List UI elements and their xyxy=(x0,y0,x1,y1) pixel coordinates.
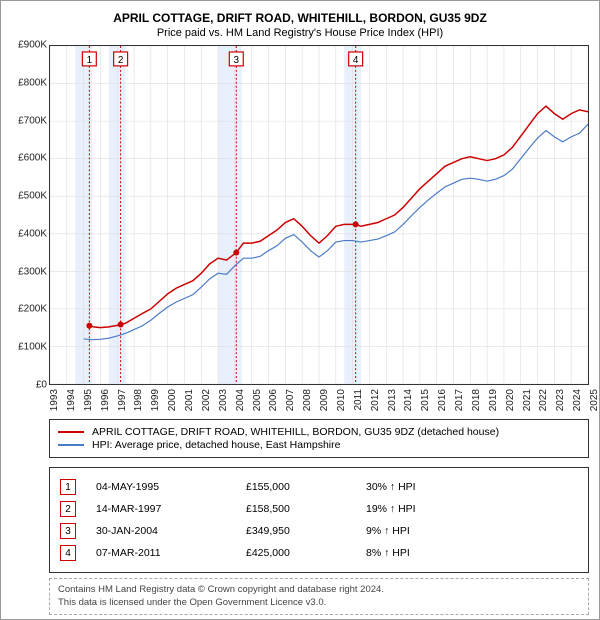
sale-marker-number: 4 xyxy=(60,545,76,561)
legend-label: APRIL COTTAGE, DRIFT ROAD, WHITEHILL, BO… xyxy=(92,426,499,438)
x-tick-label: 1993 xyxy=(49,389,60,411)
y-tick-label: £900K xyxy=(3,40,47,51)
title-group: APRIL COTTAGE, DRIFT ROAD, WHITEHILL, BO… xyxy=(1,1,599,43)
sale-hpi-diff: 19% ↑ HPI xyxy=(366,503,486,515)
y-tick-label: £100K xyxy=(3,342,47,353)
x-tick-label: 2012 xyxy=(370,389,381,411)
x-tick-label: 2004 xyxy=(235,389,246,411)
x-tick-label: 2013 xyxy=(387,389,398,411)
x-tick-label: 2002 xyxy=(201,389,212,411)
y-tick-label: £0 xyxy=(3,380,47,391)
x-tick-label: 2015 xyxy=(420,389,431,411)
x-tick-label: 2005 xyxy=(252,389,263,411)
x-tick-label: 2022 xyxy=(538,389,549,411)
x-tick-label: 2014 xyxy=(403,389,414,411)
svg-text:2: 2 xyxy=(118,55,124,66)
x-tick-label: 2003 xyxy=(218,389,229,411)
x-tick-label: 2010 xyxy=(336,389,347,411)
x-tick-label: 2000 xyxy=(167,389,178,411)
x-tick-label: 2009 xyxy=(319,389,330,411)
x-tick-label: 2001 xyxy=(184,389,195,411)
x-tick-label: 2007 xyxy=(285,389,296,411)
x-tick-label: 1997 xyxy=(117,389,128,411)
legend-item: HPI: Average price, detached house, East… xyxy=(58,439,580,451)
footer-line-1: Contains HM Land Registry data © Crown c… xyxy=(58,584,580,596)
x-tick-label: 2020 xyxy=(505,389,516,411)
footer-attribution: Contains HM Land Registry data © Crown c… xyxy=(49,578,589,615)
legend-item: APRIL COTTAGE, DRIFT ROAD, WHITEHILL, BO… xyxy=(58,426,580,438)
y-tick-label: £400K xyxy=(3,228,47,239)
sale-date: 04-MAY-1995 xyxy=(96,481,246,493)
svg-text:3: 3 xyxy=(234,55,240,66)
sale-price: £425,000 xyxy=(246,547,366,559)
y-tick-label: £500K xyxy=(3,191,47,202)
sale-date: 30-JAN-2004 xyxy=(96,525,246,537)
sale-marker-number: 3 xyxy=(60,523,76,539)
x-tick-label: 2024 xyxy=(572,389,583,411)
y-tick-label: £600K xyxy=(3,153,47,164)
sale-hpi-diff: 30% ↑ HPI xyxy=(366,481,486,493)
x-tick-label: 2017 xyxy=(454,389,465,411)
x-tick-label: 2008 xyxy=(302,389,313,411)
x-tick-label: 2006 xyxy=(268,389,279,411)
sales-table: 1 04-MAY-1995£155,00030% ↑ HPI 2 14-MAR-199… xyxy=(49,467,589,573)
x-tick-label: 2025 xyxy=(589,389,600,411)
legend-swatch xyxy=(58,431,84,433)
y-tick-label: £200K xyxy=(3,304,47,315)
svg-text:1: 1 xyxy=(87,55,93,66)
title-address: APRIL COTTAGE, DRIFT ROAD, WHITEHILL, BO… xyxy=(1,11,599,25)
sale-date: 07-MAR-2011 xyxy=(96,547,246,559)
x-tick-label: 2019 xyxy=(488,389,499,411)
sale-marker-number: 2 xyxy=(60,501,76,517)
sale-hpi-diff: 9% ↑ HPI xyxy=(366,525,486,537)
x-tick-label: 1994 xyxy=(66,389,77,411)
plot-area: 1 2 3 4 xyxy=(49,45,589,385)
x-tick-label: 2018 xyxy=(471,389,482,411)
legend-swatch xyxy=(58,444,84,446)
sales-row: 3 30-JAN-2004£349,9509% ↑ HPI xyxy=(60,520,578,542)
sales-row: 4 07-MAR-2011£425,0008% ↑ HPI xyxy=(60,542,578,564)
sale-price: £158,500 xyxy=(246,503,366,515)
x-tick-label: 1999 xyxy=(150,389,161,411)
y-tick-label: £300K xyxy=(3,266,47,277)
y-tick-label: £700K xyxy=(3,115,47,126)
sale-price: £349,950 xyxy=(246,525,366,537)
x-tick-label: 2016 xyxy=(437,389,448,411)
plot-svg: 1 2 3 4 xyxy=(50,46,588,384)
sales-row: 2 14-MAR-1997£158,50019% ↑ HPI xyxy=(60,498,578,520)
sales-row: 1 04-MAY-1995£155,00030% ↑ HPI xyxy=(60,476,578,498)
x-tick-label: 1995 xyxy=(83,389,94,411)
legend-label: HPI: Average price, detached house, East… xyxy=(92,439,340,451)
sale-marker-number: 1 xyxy=(60,479,76,495)
legend: APRIL COTTAGE, DRIFT ROAD, WHITEHILL, BO… xyxy=(49,419,589,458)
x-tick-label: 2023 xyxy=(555,389,566,411)
footer-line-2: This data is licensed under the Open Gov… xyxy=(58,597,580,609)
x-tick-label: 2021 xyxy=(522,389,533,411)
title-subtitle: Price paid vs. HM Land Registry's House … xyxy=(1,27,599,39)
chart-root: APRIL COTTAGE, DRIFT ROAD, WHITEHILL, BO… xyxy=(0,0,600,620)
x-tick-label: 1996 xyxy=(100,389,111,411)
x-tick-label: 2011 xyxy=(353,389,364,411)
sale-date: 14-MAR-1997 xyxy=(96,503,246,515)
sale-price: £155,000 xyxy=(246,481,366,493)
svg-text:4: 4 xyxy=(353,55,359,66)
y-tick-label: £800K xyxy=(3,77,47,88)
sale-hpi-diff: 8% ↑ HPI xyxy=(366,547,486,559)
x-tick-label: 1998 xyxy=(133,389,144,411)
